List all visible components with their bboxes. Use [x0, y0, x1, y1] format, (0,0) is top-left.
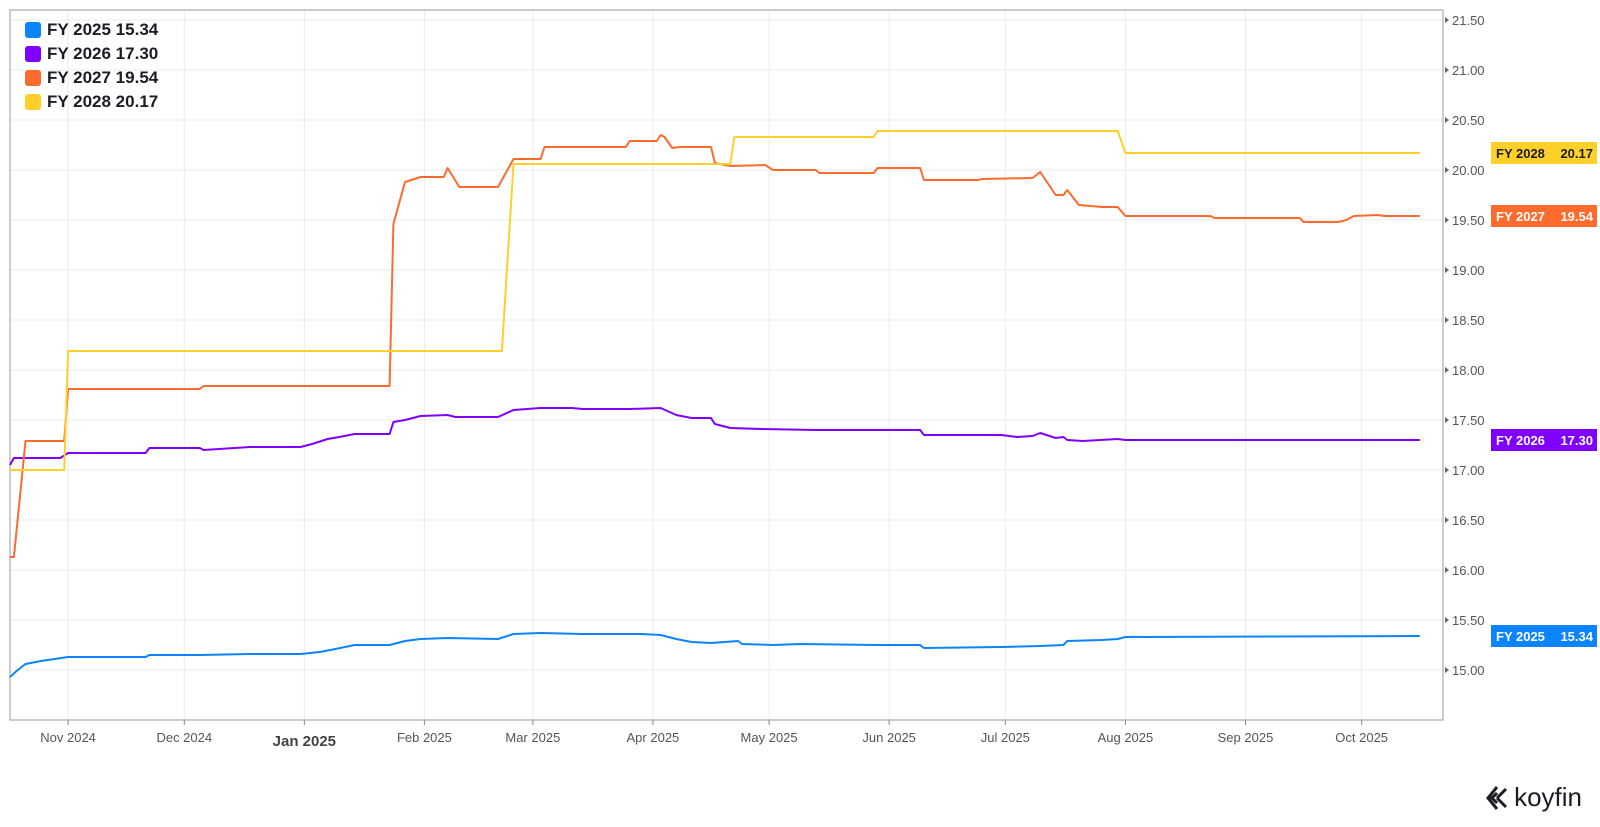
last-value-tag-value: 15.34 — [1560, 629, 1593, 644]
y-tick-mark — [1445, 617, 1449, 623]
x-tick-label: Nov 2024 — [40, 730, 96, 745]
legend-item-fy2027[interactable]: FY 2027 19.54 — [25, 66, 158, 90]
last-value-tag-value: 17.30 — [1560, 433, 1593, 448]
last-value-tag-fy2027: FY 2027 19.54 — [1491, 205, 1597, 227]
x-tick-label: Jan 2025 — [273, 733, 336, 750]
y-tick-label: 18.00 — [1452, 363, 1485, 378]
y-tick-mark — [1445, 667, 1449, 673]
x-tick-label: Jul 2025 — [981, 730, 1030, 745]
last-value-tag-name: FY 2028 — [1496, 146, 1545, 161]
legend: FY 2025 15.34 FY 2026 17.30 FY 2027 19.5… — [25, 18, 158, 114]
y-tick-label: 20.50 — [1452, 113, 1485, 128]
y-tick-label: 17.00 — [1452, 463, 1485, 478]
y-tick-label: 16.50 — [1452, 513, 1485, 528]
plot-frame — [9, 9, 1444, 721]
last-value-tag-value: 20.17 — [1560, 146, 1593, 161]
x-tick-label: Aug 2025 — [1098, 730, 1154, 745]
y-tick-mark — [1445, 117, 1449, 123]
legend-swatch — [25, 22, 41, 38]
y-tick-mark — [1445, 167, 1449, 173]
y-tick-mark — [1445, 517, 1449, 523]
y-tick-mark — [1445, 317, 1449, 323]
last-value-tag-fy2026: FY 2026 17.30 — [1491, 429, 1597, 451]
legend-item-fy2026[interactable]: FY 2026 17.30 — [25, 42, 158, 66]
last-value-tag-fy2028: FY 2028 20.17 — [1491, 142, 1597, 164]
x-tick-label: Dec 2024 — [156, 730, 212, 745]
legend-label: FY 2028 20.17 — [47, 92, 159, 111]
y-tick-label: 19.00 — [1452, 263, 1485, 278]
x-tick-label: Mar 2025 — [505, 730, 560, 745]
legend-item-fy2028[interactable]: FY 2028 20.17 — [25, 90, 158, 114]
logo-text: koyfin — [1514, 782, 1582, 812]
last-value-tag-name: FY 2027 — [1496, 209, 1545, 224]
legend-swatch — [25, 94, 41, 110]
y-tick-mark — [1445, 67, 1449, 73]
last-value-tag-name: FY 2026 — [1496, 433, 1545, 448]
y-tick-mark — [1445, 17, 1449, 23]
last-value-tag-fy2025: FY 2025 15.34 — [1491, 625, 1597, 647]
y-tick-label: 19.50 — [1452, 213, 1485, 228]
y-tick-mark — [1445, 367, 1449, 373]
y-tick-label: 21.50 — [1452, 13, 1485, 28]
y-tick-mark — [1445, 267, 1449, 273]
y-tick-label: 18.50 — [1452, 313, 1485, 328]
last-value-tag-bg — [1491, 205, 1597, 227]
legend-label: FY 2027 19.54 — [47, 68, 159, 87]
legend-swatch — [25, 46, 41, 62]
y-tick-label: 17.50 — [1452, 413, 1485, 428]
series-line-fy2027 — [10, 134, 1420, 558]
last-value-tag-bg — [1491, 625, 1597, 647]
x-tick-label: Oct 2025 — [1335, 730, 1388, 745]
y-tick-label: 16.00 — [1452, 563, 1485, 578]
y-tick-mark — [1445, 417, 1449, 423]
last-value-tag-name: FY 2025 — [1496, 629, 1545, 644]
y-tick-label: 15.00 — [1452, 663, 1485, 678]
y-tick-label: 15.50 — [1452, 613, 1485, 628]
y-tick-label: 21.00 — [1452, 63, 1485, 78]
x-tick-label: May 2025 — [741, 730, 798, 745]
y-tick-label: 20.00 — [1452, 163, 1485, 178]
y-tick-mark — [1445, 217, 1449, 223]
last-value-tag-bg — [1491, 429, 1597, 451]
series-line-fy2025 — [9, 632, 1420, 678]
koyfin-logo-icon — [1486, 785, 1508, 810]
x-tick-label: Apr 2025 — [627, 730, 680, 745]
legend-label: FY 2025 15.34 — [47, 20, 159, 39]
x-tick-label: Feb 2025 — [397, 730, 452, 745]
y-tick-mark — [1445, 567, 1449, 573]
series-line-fy2028 — [10, 130, 1420, 471]
koyfin-logo: koyfin — [1484, 782, 1582, 813]
last-value-tag-value: 19.54 — [1560, 209, 1593, 224]
legend-item-fy2025[interactable]: FY 2025 15.34 — [25, 18, 158, 42]
last-value-tag-bg — [1491, 142, 1597, 164]
y-tick-mark — [1445, 467, 1449, 473]
legend-swatch — [25, 70, 41, 86]
series-line-fy2026 — [9, 407, 1420, 466]
x-tick-label: Sep 2025 — [1218, 730, 1274, 745]
x-tick-label: Jun 2025 — [862, 730, 916, 745]
legend-label: FY 2026 17.30 — [47, 44, 159, 63]
